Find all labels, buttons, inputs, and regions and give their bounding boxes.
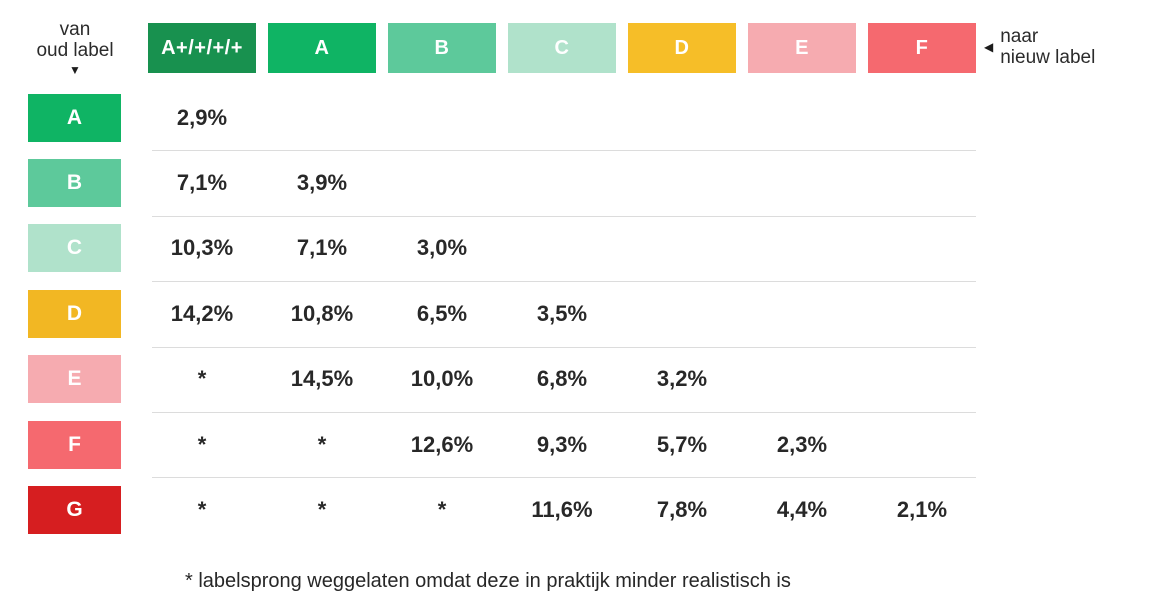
row-divider (152, 215, 976, 217)
cell-E-to-D: 3,2% (656, 366, 708, 392)
col-header-badge-A+/+/+/+: A+/+/+/+ (148, 23, 256, 73)
cell-F-to-A: * (317, 431, 327, 457)
cell-G-to-C: 11,6% (531, 497, 593, 523)
column-headers: A+/+/+/+ A B C D E F (148, 23, 976, 73)
to-label-text: naar nieuw label (1000, 26, 1095, 68)
row-divider (152, 150, 976, 152)
matrix-row-G: G * * * 11,6% 7,8% 4,4% 2,1% (0, 477, 1158, 542)
cell-G-to-D: 7,8% (656, 497, 708, 523)
row-divider (152, 477, 976, 479)
col-header-badge-C: C (508, 23, 616, 73)
row-header-badge-B: B (28, 159, 121, 208)
from-label-line1: van (59, 19, 91, 40)
cell-C-to-A: 7,1% (296, 235, 348, 261)
matrix-row-D: D 14,2% 10,8% 6,5% 3,5% (0, 281, 1158, 346)
cell-G-to-A: * (317, 497, 327, 523)
row-divider (152, 411, 976, 413)
cell-D-to-B: 6,5% (416, 300, 468, 326)
row-divider (152, 281, 976, 283)
row-header-badge-E: E (28, 355, 121, 404)
cell-C-to-A+/+/+/+: 10,3% (170, 235, 234, 261)
cell-E-to-A+/+/+/+: * (197, 366, 207, 392)
to-label-heading: ◀ naar nieuw label (984, 26, 1095, 68)
cell-G-to-F: 2,1% (896, 497, 948, 523)
cell-E-to-A: 14,5% (290, 366, 354, 392)
cell-B-to-A+/+/+/+: 7,1% (176, 170, 228, 196)
matrix-row-A: A 2,9% (0, 85, 1158, 150)
matrix-row-E: E * 14,5% 10,0% 6,8% 3,2% (0, 346, 1158, 412)
matrix-row-F: F * * 12,6% 9,3% 5,7% 2,3% (0, 411, 1158, 477)
down-arrow-icon: ▼ (69, 63, 81, 77)
row-header-badge-F: F (28, 420, 121, 469)
to-label-line1: naar (1000, 26, 1039, 47)
from-label-line2: oud label (36, 40, 114, 61)
col-header-badge-D: D (628, 23, 736, 73)
row-header-badge-G: G (28, 486, 121, 535)
from-label-heading: van oud label ▼ (0, 19, 150, 76)
cell-D-to-A+/+/+/+: 14,2% (170, 300, 234, 326)
footnote: * labelsprong weggelaten omdat deze in p… (185, 570, 791, 592)
cell-D-to-C: 3,5% (536, 300, 588, 326)
cell-G-to-A+/+/+/+: * (197, 497, 207, 523)
cell-F-to-A+/+/+/+: * (197, 431, 207, 457)
col-header-badge-B: B (388, 23, 496, 73)
cell-D-to-A: 10,8% (290, 300, 354, 326)
left-arrow-icon: ◀ (984, 40, 994, 54)
cell-G-to-E: 4,4% (776, 497, 828, 523)
matrix-rows: A 2,9% B 7,1% 3,9% C 10,3% 7,1% 3,0% D 14,2% 10,8% 6… (0, 85, 1158, 543)
row-header-badge-A: A (28, 93, 121, 142)
cell-C-to-B: 3,0% (416, 235, 468, 261)
row-header-badge-D: D (28, 289, 121, 338)
col-header-badge-E: E (748, 23, 856, 73)
col-header-badge-F: F (868, 23, 976, 73)
matrix-row-B: B 7,1% 3,9% (0, 150, 1158, 215)
cell-E-to-B: 10,0% (410, 366, 474, 392)
cell-F-to-C: 9,3% (536, 431, 588, 457)
matrix-row-C: C 10,3% 7,1% 3,0% (0, 215, 1158, 281)
cell-F-to-B: 12,6% (410, 431, 474, 457)
to-label-line2: nieuw label (1000, 47, 1096, 68)
row-divider (152, 346, 976, 348)
cell-F-to-E: 2,3% (776, 431, 828, 457)
col-header-badge-A: A (268, 23, 376, 73)
cell-B-to-A: 3,9% (296, 170, 348, 196)
cell-E-to-C: 6,8% (536, 366, 588, 392)
row-header-badge-C: C (28, 224, 121, 273)
cell-A-to-A+/+/+/+: 2,9% (176, 104, 228, 130)
cell-F-to-D: 5,7% (656, 431, 708, 457)
cell-G-to-B: * (437, 497, 447, 523)
